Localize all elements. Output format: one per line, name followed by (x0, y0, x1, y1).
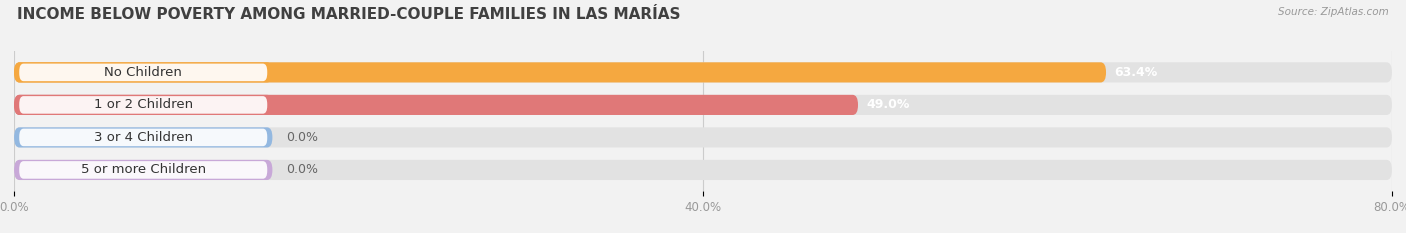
FancyBboxPatch shape (14, 160, 273, 180)
FancyBboxPatch shape (20, 129, 267, 146)
Text: 0.0%: 0.0% (287, 163, 318, 176)
FancyBboxPatch shape (20, 96, 267, 114)
FancyBboxPatch shape (14, 160, 1392, 180)
FancyBboxPatch shape (14, 62, 273, 82)
Text: 49.0%: 49.0% (866, 98, 910, 111)
FancyBboxPatch shape (14, 95, 858, 115)
Text: 0.0%: 0.0% (287, 131, 318, 144)
FancyBboxPatch shape (14, 127, 1392, 147)
FancyBboxPatch shape (14, 95, 273, 115)
FancyBboxPatch shape (14, 62, 1107, 82)
Text: 3 or 4 Children: 3 or 4 Children (94, 131, 193, 144)
Text: 5 or more Children: 5 or more Children (80, 163, 205, 176)
Text: 1 or 2 Children: 1 or 2 Children (94, 98, 193, 111)
Text: No Children: No Children (104, 66, 183, 79)
FancyBboxPatch shape (14, 127, 273, 147)
FancyBboxPatch shape (14, 95, 1392, 115)
FancyBboxPatch shape (20, 64, 267, 81)
Text: INCOME BELOW POVERTY AMONG MARRIED-COUPLE FAMILIES IN LAS MARÍAS: INCOME BELOW POVERTY AMONG MARRIED-COUPL… (17, 7, 681, 22)
Text: Source: ZipAtlas.com: Source: ZipAtlas.com (1278, 7, 1389, 17)
Text: 63.4%: 63.4% (1115, 66, 1159, 79)
FancyBboxPatch shape (20, 161, 267, 179)
FancyBboxPatch shape (14, 62, 1392, 82)
